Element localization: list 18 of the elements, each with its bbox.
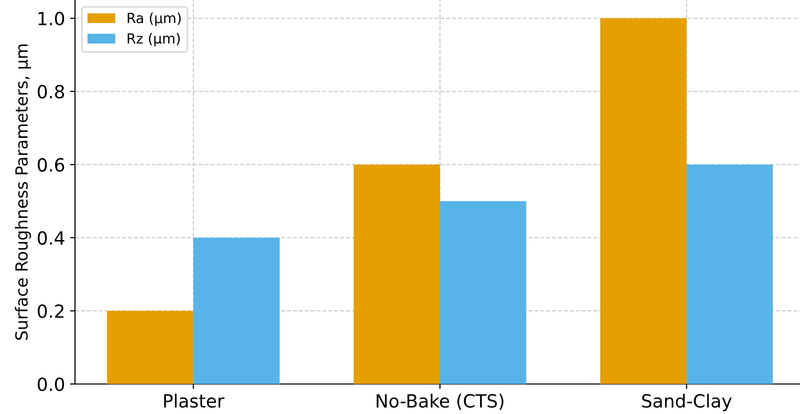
y-tick-label: 0.2 <box>38 304 64 318</box>
y-tick-label: 0.0 <box>38 377 64 392</box>
legend-label: Rz (µm) <box>128 32 180 46</box>
legend-label: Ra (µm) <box>128 12 181 26</box>
bar <box>686 164 773 384</box>
y-tick-label: 0.8 <box>38 84 64 99</box>
y-tick-label: 1.0 <box>38 12 64 26</box>
bar <box>440 201 526 384</box>
x-tick-label: No-Bake (CTS) <box>376 394 504 410</box>
bar <box>354 164 440 384</box>
y-axis-title: Surface Roughness Parameters, µm <box>14 44 32 340</box>
y-tick-label: 0.6 <box>38 158 64 172</box>
bar <box>600 18 687 384</box>
x-tick-label: Plaster <box>164 394 224 408</box>
x-tick-label: Sand-Clay <box>642 394 732 412</box>
bar <box>107 310 194 384</box>
bar <box>193 238 280 384</box>
y-tick-label: 0.4 <box>38 231 64 245</box>
